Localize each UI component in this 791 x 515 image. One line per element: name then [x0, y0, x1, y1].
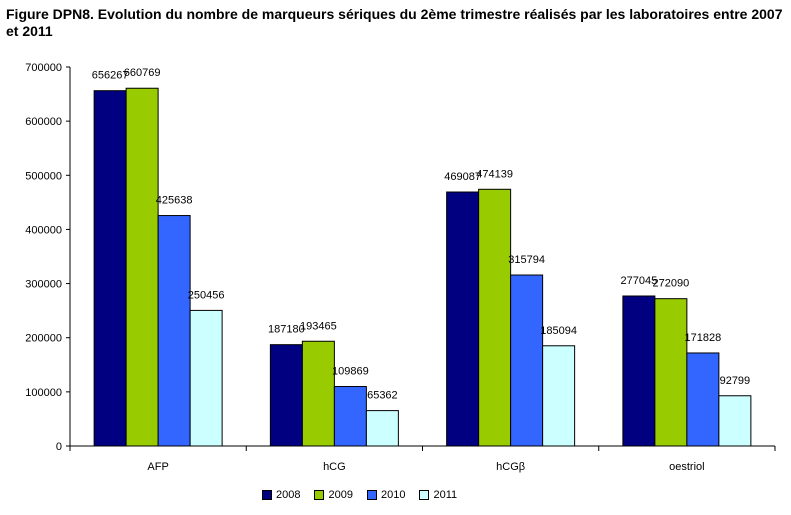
y-tick-label: 500000 — [25, 170, 62, 182]
data-label: 171828 — [685, 332, 722, 344]
bar-hCGβ-2008 — [446, 191, 480, 447]
legend-item-2009: 2009 — [314, 489, 353, 501]
x-tick-label: hCG — [323, 461, 346, 473]
data-label: 660769 — [124, 67, 161, 79]
bar-hCGβ-2010 — [510, 274, 544, 447]
bar-hCG-2010 — [333, 386, 367, 447]
legend: 2008 2009 2010 2011 — [262, 489, 471, 501]
data-label: 272090 — [653, 278, 690, 290]
bar-AFP-2009 — [125, 87, 159, 447]
bar-AFP-2011 — [189, 309, 223, 447]
data-label: 315794 — [508, 254, 545, 266]
legend-label: 2008 — [276, 489, 301, 501]
y-tick-label: 300000 — [25, 279, 62, 291]
legend-label: 2009 — [328, 489, 353, 501]
chart-title: Figure DPN8. Evolution du nombre de marq… — [6, 6, 783, 39]
legend-item-2010: 2010 — [366, 489, 406, 501]
data-label: 425638 — [156, 195, 193, 207]
bar-oestriol-2010 — [686, 352, 720, 447]
data-label: 277045 — [621, 275, 658, 287]
legend-item-2011: 2011 — [419, 489, 457, 501]
data-label: 109869 — [332, 366, 369, 378]
x-tick-label: hCGβ — [496, 461, 525, 473]
data-label: 92799 — [720, 375, 751, 387]
data-label: 656267 — [92, 70, 129, 82]
y-tick-label: 200000 — [25, 333, 62, 345]
bar-oestriol-2008 — [622, 295, 656, 447]
data-label: 474139 — [476, 168, 513, 180]
y-tick-label: 600000 — [25, 116, 62, 128]
bar-hCG-2009 — [301, 340, 335, 447]
data-label: 187180 — [268, 324, 305, 336]
legend-label: 2010 — [380, 489, 406, 501]
data-label: 193465 — [300, 320, 337, 332]
bar-AFP-2008 — [93, 90, 127, 447]
legend-swatch — [366, 490, 377, 500]
data-label: 250456 — [188, 289, 225, 301]
legend-item-2008: 2008 — [262, 489, 300, 501]
bar-hCGβ-2011 — [542, 345, 576, 447]
legend-swatch — [314, 490, 325, 500]
x-tick-label: oestriol — [669, 461, 704, 473]
legend-swatch — [262, 490, 272, 500]
bar-oestriol-2009 — [654, 298, 688, 447]
data-label: 185094 — [540, 325, 577, 337]
bar-hCG-2011 — [365, 410, 399, 447]
legend-label: 2011 — [433, 489, 458, 501]
legend-swatch — [419, 490, 430, 500]
bar-hCG-2008 — [269, 344, 303, 447]
x-tick-label: AFP — [147, 461, 168, 473]
data-label: 469087 — [444, 171, 481, 183]
y-tick-label: 0 — [56, 441, 62, 453]
y-tick-label: 100000 — [25, 387, 62, 399]
y-tick-label: 400000 — [25, 224, 62, 236]
data-label: 65362 — [367, 390, 398, 402]
bar-oestriol-2011 — [718, 395, 752, 447]
bar-AFP-2010 — [157, 215, 191, 447]
y-tick-label: 700000 — [25, 62, 62, 74]
bar-hCGβ-2009 — [478, 188, 512, 447]
